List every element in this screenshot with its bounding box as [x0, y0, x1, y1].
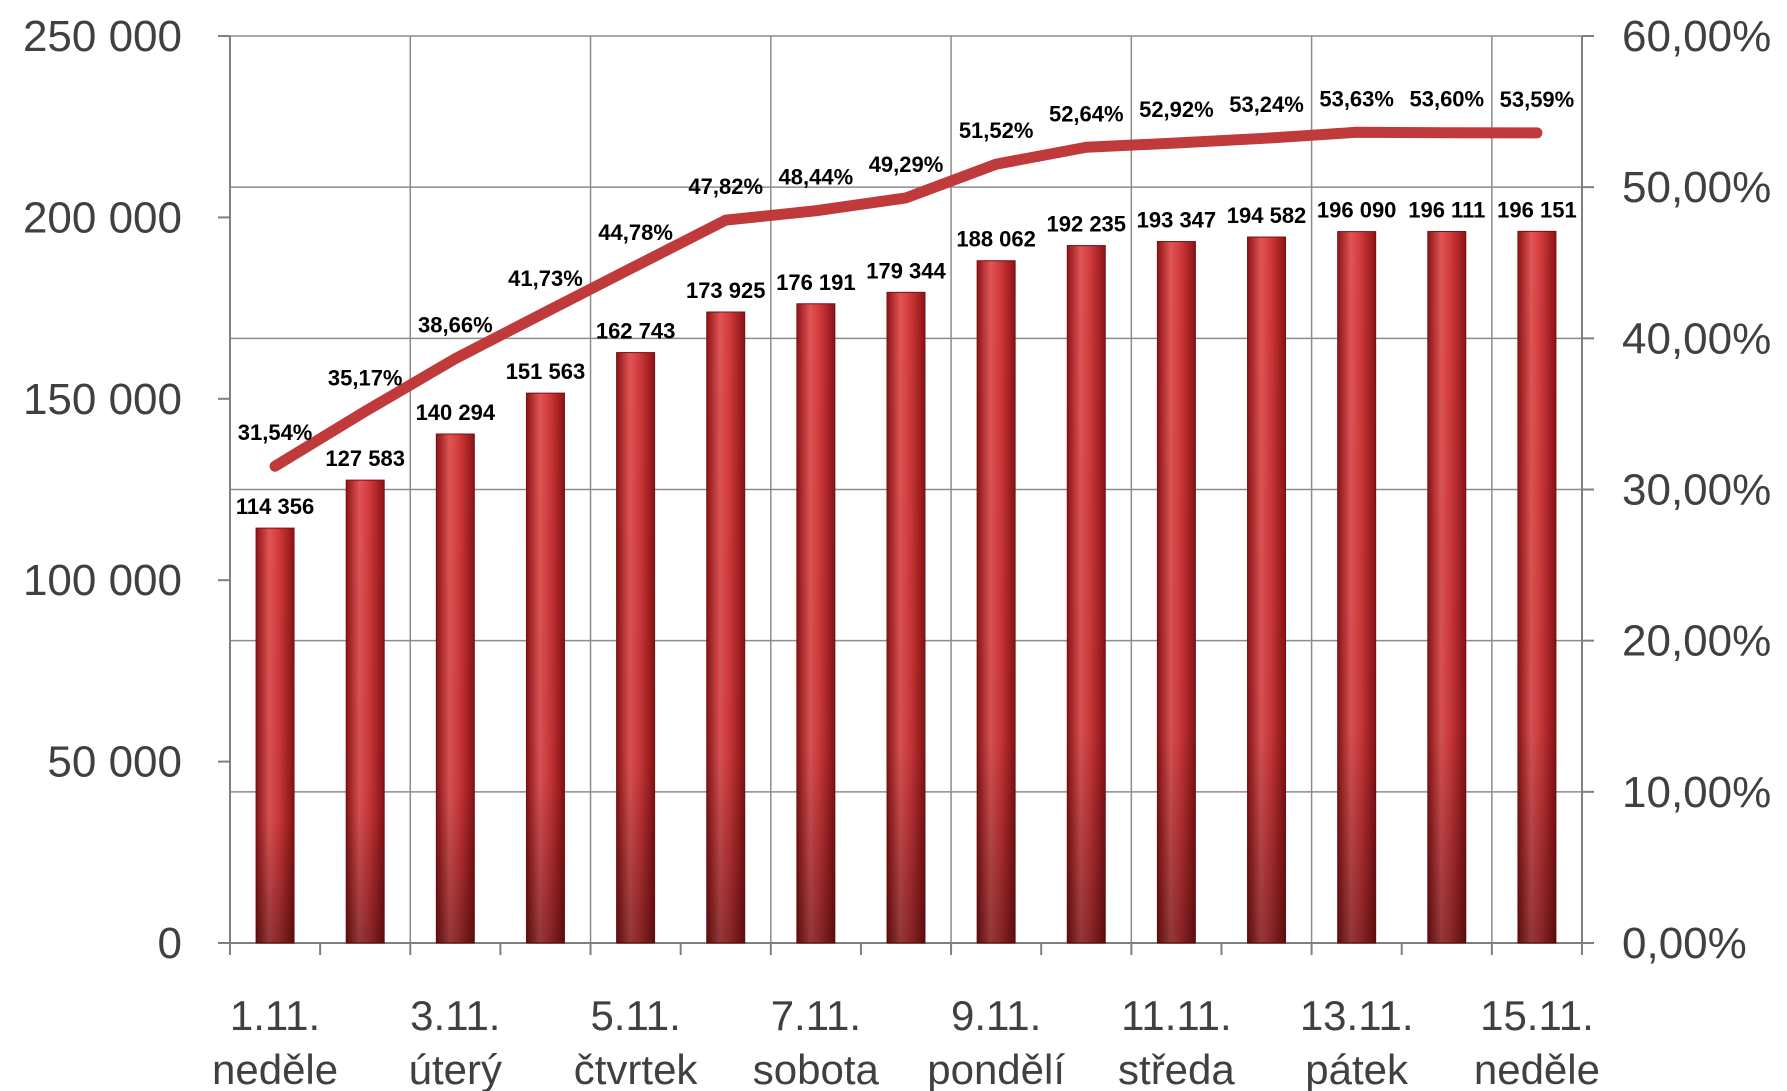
bar-shade: [1247, 237, 1286, 943]
bar-value-label: 140 294: [416, 400, 496, 425]
line-value-label: 52,64%: [1049, 101, 1124, 126]
bar-value-label: 127 583: [325, 446, 405, 471]
bar-value-label: 176 191: [776, 270, 856, 295]
bar-value-label: 188 062: [956, 227, 1036, 252]
x-tick-label-date: 7.11.: [771, 992, 861, 1039]
bar-shade: [256, 528, 295, 943]
x-tick-label-day: neděle: [212, 1046, 338, 1091]
bar-value-label: 194 582: [1227, 203, 1307, 228]
line-value-label: 53,63%: [1319, 86, 1394, 111]
left-y-axis: 0 50 000 100 000 150 000 200 000 250 000: [23, 12, 230, 968]
line-value-label: 51,52%: [959, 118, 1034, 143]
bar-shade: [526, 393, 565, 944]
line-value-label: 49,29%: [869, 152, 944, 177]
bar-value-label: 162 743: [596, 319, 676, 344]
line-value-label: 44,78%: [598, 220, 673, 245]
bar-value-label: 179 344: [866, 258, 946, 283]
bar-shade: [1157, 241, 1196, 943]
left-tick-label: 100 000: [23, 556, 182, 605]
line-value-label: 41,73%: [508, 266, 583, 291]
bar-shade: [706, 312, 745, 943]
left-tick-label: 0: [158, 919, 182, 968]
right-tick-label: 40,00%: [1622, 314, 1771, 363]
x-tick-label-date: 11.11.: [1121, 992, 1232, 1039]
x-tick-label-day: pátek: [1305, 1046, 1409, 1091]
bar-value-label: 193 347: [1137, 208, 1217, 233]
bar-value-label: 196 111: [1408, 198, 1485, 223]
right-y-axis: 0,00% 10,00% 20,00% 30,00% 40,00% 50,00% 60,00…: [1582, 12, 1771, 968]
line-value-label: 52,92%: [1139, 97, 1214, 122]
right-tick-label: 60,00%: [1622, 12, 1771, 61]
bar-shade: [1427, 231, 1466, 944]
bar-shade: [887, 292, 925, 943]
bar-series: [255, 230, 1557, 944]
line-value-label: 48,44%: [779, 165, 854, 190]
bar-value-label: 192 235: [1047, 212, 1127, 237]
line-value-label: 53,60%: [1409, 87, 1484, 112]
line-value-label: 53,24%: [1229, 92, 1304, 117]
bar-value-label: 173 925: [686, 278, 766, 303]
x-tick-label-day: neděle: [1474, 1046, 1600, 1091]
x-tick-label-date: 15.11.: [1480, 992, 1594, 1039]
left-tick-label: 250 000: [23, 12, 182, 61]
bar-shade: [796, 303, 835, 943]
x-tick-label-date: 1.11.: [230, 992, 320, 1039]
bar-shade: [1517, 231, 1556, 944]
x-tick-label-date: 5.11.: [590, 992, 680, 1039]
left-tick-label: 150 000: [23, 375, 182, 424]
right-tick-label: 0,00%: [1622, 919, 1747, 968]
x-tick-label-day: sobota: [753, 1046, 880, 1091]
bar-shade: [1067, 245, 1106, 944]
line-value-label: 53,59%: [1500, 87, 1575, 112]
x-tick-label-date: 3.11.: [410, 992, 500, 1039]
x-tick-label-day: čtvrtek: [574, 1046, 699, 1091]
bar-value-label: 151 563: [506, 359, 586, 384]
bar-shade: [346, 480, 385, 943]
bar-value-label: 196 151: [1497, 197, 1577, 222]
bar-value-label: 114 356: [236, 494, 314, 519]
right-tick-label: 30,00%: [1622, 466, 1771, 515]
line-value-label: 38,66%: [418, 313, 493, 338]
data-labels: 114 356 127 583 140 294 151 563 162 743 173 9…: [236, 86, 1577, 519]
bar-shade: [1337, 231, 1376, 944]
right-tick-label: 20,00%: [1622, 617, 1771, 666]
line-value-label: 31,54%: [238, 420, 313, 445]
line-value-label: 47,82%: [688, 174, 763, 199]
line-series: [269, 126, 1543, 472]
x-tick-label-date: 9.11.: [951, 992, 1041, 1039]
bar-shade: [616, 352, 655, 944]
bar-shade: [977, 260, 1016, 943]
x-tick-label-day: úterý: [409, 1046, 502, 1091]
right-tick-label: 50,00%: [1622, 163, 1771, 212]
left-tick-label: 200 000: [23, 193, 182, 242]
x-axis: 1.11. neděle 3.11. úterý 5.11. čtvrtek 7.11. so…: [212, 943, 1600, 1091]
bar-value-label: 196 090: [1317, 198, 1397, 223]
bar-shade: [436, 434, 475, 943]
x-tick-label-date: 13.11.: [1300, 992, 1414, 1039]
x-tick-label-day: pondělí: [927, 1046, 1065, 1091]
right-tick-label: 10,00%: [1622, 768, 1771, 817]
line-value-label: 35,17%: [328, 365, 403, 390]
x-tick-label-day: středa: [1118, 1046, 1235, 1091]
left-tick-label: 50 000: [47, 738, 182, 787]
percent-line: [269, 126, 1543, 472]
